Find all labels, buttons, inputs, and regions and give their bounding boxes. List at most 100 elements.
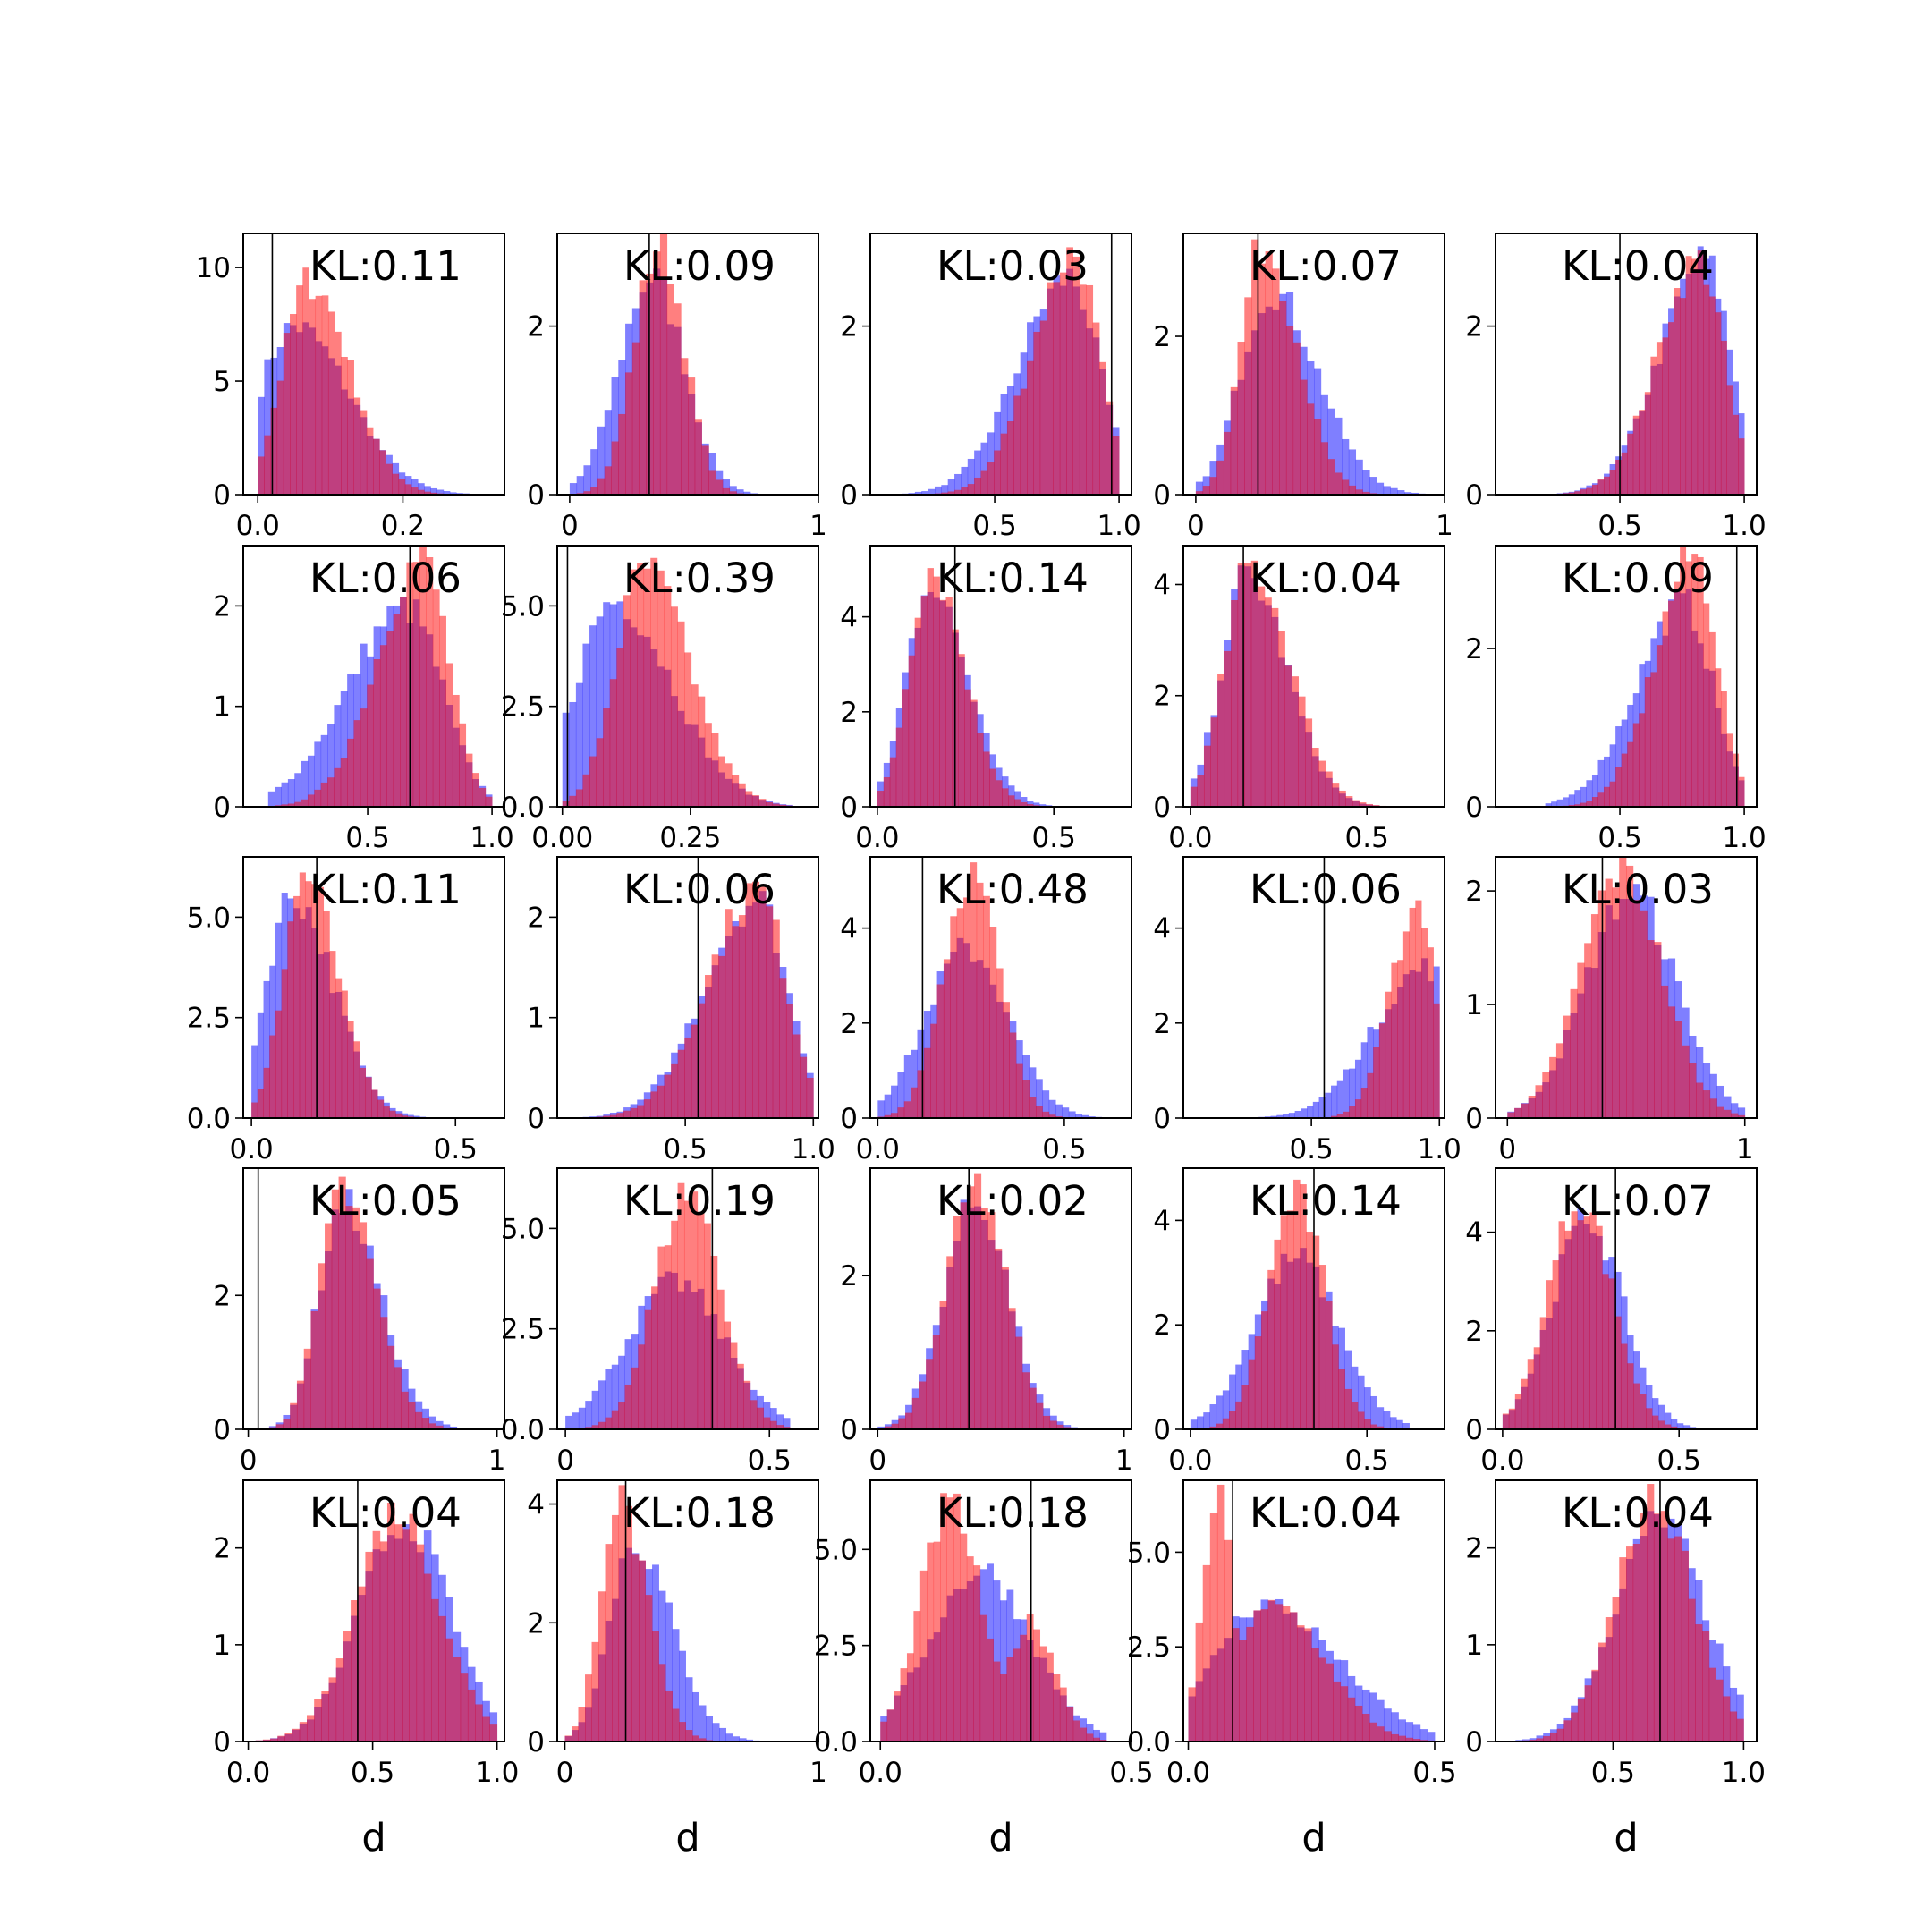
bar-red-5 [1535, 1085, 1543, 1118]
bar-red-28 [1384, 1731, 1392, 1741]
bar-red-21 [1662, 337, 1669, 495]
bar-red-28 [1695, 1624, 1703, 1741]
y-tick-label: 5.0 [814, 1534, 858, 1566]
bar-red-30 [1398, 1735, 1406, 1741]
bar-red-22 [1020, 1634, 1028, 1741]
bar-blue-1 [877, 1100, 886, 1118]
bar-red-29 [751, 795, 759, 807]
bar-blue-6 [598, 1380, 606, 1429]
bar-blue-26 [1032, 802, 1040, 807]
bar-blue-21 [1354, 1059, 1362, 1118]
bar-red-3 [891, 1423, 899, 1429]
bar-red-14 [963, 897, 970, 1118]
bar-blue-17 [672, 1629, 680, 1741]
bar-blue-25 [1652, 1398, 1659, 1429]
bar-red-12 [1584, 943, 1592, 1118]
bar-red-26 [1691, 258, 1699, 495]
bar-blue-6 [928, 488, 936, 495]
bar-red-15 [1280, 1215, 1288, 1429]
bar-red-30 [757, 1407, 764, 1429]
bar-red-8 [1237, 563, 1245, 807]
bar-red-18 [989, 927, 997, 1118]
bar-red-8 [923, 1047, 931, 1118]
bar-blue-27 [428, 1416, 436, 1429]
bar-red-14 [343, 1631, 352, 1741]
x-tick-label: 0.0 [229, 1133, 273, 1165]
bar-red-29 [1079, 284, 1087, 495]
bar-red-1 [564, 1735, 572, 1741]
bar-red-10 [1597, 792, 1605, 807]
bar-red-6 [301, 799, 309, 807]
bar-red-1 [258, 456, 265, 495]
bar-red-8 [1555, 1043, 1564, 1118]
bar-blue-30 [1709, 1073, 1717, 1118]
y-tick-label: 2 [213, 590, 231, 623]
bar-red-1 [1190, 786, 1198, 807]
bar-blue-8 [941, 485, 949, 495]
bar-red-24 [408, 1402, 416, 1429]
bar-blue-27 [407, 1114, 414, 1118]
bar-red-24 [1033, 1629, 1041, 1741]
bar-red-23 [1026, 1614, 1034, 1741]
y-tick-label: 2 [527, 311, 545, 343]
bar-red-18 [366, 427, 374, 495]
bar-blue-6 [1574, 790, 1581, 807]
bar-red-22 [724, 909, 733, 1118]
bar-blue-29 [443, 1424, 451, 1429]
bar-red-8 [296, 1380, 305, 1429]
bar-blue-27 [1377, 1699, 1385, 1741]
bar-blue-25 [411, 479, 419, 495]
x-tick-label: 0 [556, 1445, 574, 1477]
bar-red-27 [1689, 1063, 1697, 1118]
bar-red-6 [1224, 1539, 1233, 1741]
kl-label: KL:0.09 [1562, 555, 1714, 602]
x-tick-label: 1 [809, 1757, 827, 1789]
bar-blue-26 [1369, 1692, 1377, 1741]
bar-red-6 [598, 1591, 606, 1741]
y-tick-label: 0 [1465, 1103, 1483, 1135]
bar-red-3 [263, 1067, 270, 1118]
bar-red-17 [1307, 403, 1315, 495]
bar-red-23 [1674, 288, 1681, 495]
bar-red-21 [1015, 1336, 1023, 1429]
bar-red-24 [738, 915, 746, 1118]
x-tick-label: 1 [1436, 510, 1453, 542]
bar-red-4 [269, 1035, 276, 1118]
bar-blue-25 [1027, 801, 1034, 807]
bar-blue-27 [1664, 1412, 1672, 1429]
x-tick-label: 1 [1736, 1133, 1754, 1165]
y-tick-label: 0 [840, 1414, 858, 1446]
bar-red-7 [307, 794, 315, 807]
bar-red-22 [1340, 1686, 1349, 1741]
bar-red-22 [716, 479, 724, 495]
bar-red-18 [679, 1722, 686, 1741]
y-tick-label: 10 [196, 252, 231, 284]
bar-red-28 [1059, 1687, 1067, 1741]
bar-red-24 [416, 1544, 425, 1741]
bar-red-16 [367, 684, 374, 807]
bar-red-17 [1639, 713, 1646, 807]
kl-label: KL:0.03 [1562, 866, 1714, 913]
bar-red-18 [1644, 392, 1651, 495]
bar-red-19 [359, 1067, 367, 1118]
bar-red-4 [603, 1115, 611, 1118]
bar-red-12 [327, 311, 335, 495]
bar-blue-27 [1048, 1099, 1056, 1118]
bar-blue-12 [967, 458, 975, 495]
bar-red-20 [379, 450, 386, 495]
bar-blue-28 [1384, 1708, 1392, 1741]
y-tick-label: 5.0 [187, 902, 231, 934]
bar-red-20 [1003, 1002, 1010, 1118]
bar-blue-6 [596, 616, 604, 807]
bar-red-1 [877, 791, 885, 807]
bar-red-23 [1674, 581, 1681, 807]
bar-red-24 [1021, 801, 1028, 807]
panel-16: 0 1 0 2 KL:0.05 [213, 1167, 506, 1477]
bar-red-24 [716, 1289, 724, 1429]
bar-blue-28 [413, 1115, 420, 1118]
bar-blue-3 [578, 1407, 586, 1429]
bar-red-14 [1274, 1239, 1282, 1429]
bar-red-12 [1267, 1599, 1276, 1741]
bar-red-17 [977, 733, 984, 807]
bar-red-14 [338, 1176, 346, 1429]
